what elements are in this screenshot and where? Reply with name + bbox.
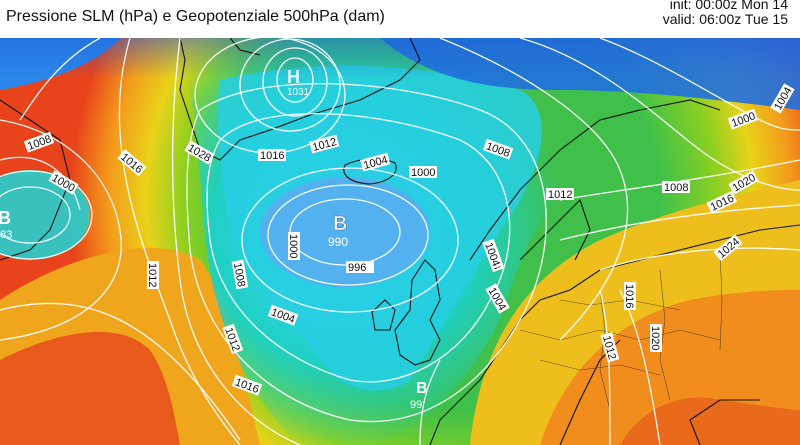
svg-text:1008: 1008 <box>664 182 688 194</box>
weather-map: 1008 1000 1016 1012 1016 1012 1004 1000 … <box>0 38 800 445</box>
svg-text:1012: 1012 <box>548 189 572 201</box>
low-letter: B <box>0 208 11 228</box>
svg-text:1000: 1000 <box>411 167 435 179</box>
svg-text:1020: 1020 <box>649 326 661 350</box>
low-value: 99 <box>410 399 422 411</box>
low-center-iceland: B 990 <box>328 213 348 249</box>
isobar-label: 1016 <box>258 149 286 162</box>
svg-text:1016: 1016 <box>623 284 635 308</box>
init-time: init: 00:00z Mon 14 <box>669 0 788 12</box>
isobar-label: 1000 <box>287 232 300 260</box>
low-letter: B <box>416 380 428 397</box>
hotter-southeast <box>620 397 800 445</box>
low-center-west: B 983 <box>0 208 12 241</box>
isobar-label: 1012 <box>546 188 574 201</box>
borders <box>519 249 723 411</box>
isobar-label-group: 1008 1000 1016 1012 1016 1012 1004 1000 … <box>23 83 795 396</box>
west-low <box>0 170 90 260</box>
isobar-label: 1008 <box>662 181 690 194</box>
low-value: 990 <box>328 235 348 249</box>
svg-text:996: 996 <box>348 262 366 274</box>
isobar-label: 1020 <box>649 324 662 352</box>
isobar-label: 1012 <box>146 261 159 289</box>
isobar-label: 996 <box>346 261 374 274</box>
svg-text:1016: 1016 <box>260 150 284 162</box>
isobar-label: 1008 <box>231 259 249 290</box>
top-shade <box>0 38 800 78</box>
isobar-label: 1016 <box>623 282 636 310</box>
isobars <box>0 38 800 445</box>
run-info: init: 00:00z Mon 14 valid: 06:00z Tue 15 <box>663 0 788 27</box>
isobar-label: 1000 <box>409 166 437 179</box>
low-value: 983 <box>0 229 12 241</box>
high-center-greenland: H 1031 <box>287 67 310 98</box>
map-title: Pressione SLM (hPa) e Geopotenziale 500h… <box>6 8 385 25</box>
svg-text:1008: 1008 <box>231 262 247 288</box>
high-letter: H <box>287 67 300 87</box>
low-center-biscay: B 99 <box>410 380 428 411</box>
high-value: 1031 <box>287 87 310 98</box>
map-header: Pressione SLM (hPa) e Geopotenziale 500h… <box>0 0 800 38</box>
low-letter: B <box>333 213 347 235</box>
svg-text:1012: 1012 <box>146 263 158 287</box>
svg-text:1000: 1000 <box>287 234 299 258</box>
low-core <box>260 177 430 287</box>
valid-time: valid: 06:00z Tue 15 <box>662 11 788 27</box>
hot-southwest <box>0 331 180 445</box>
